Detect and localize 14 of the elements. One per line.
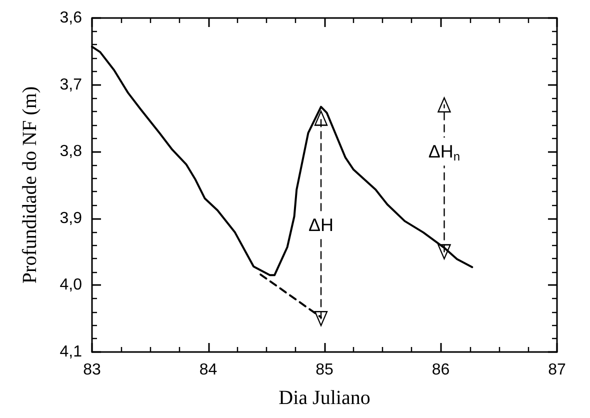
y-tick-label: 3,8 (60, 143, 82, 160)
x-tick-label: 87 (548, 362, 566, 378)
y-tick-label: 4,0 (60, 276, 82, 294)
y-tick-label: 4,1 (60, 344, 82, 360)
annotation: ΔH (308, 215, 334, 236)
x-axis-title: Dia Juliano (278, 387, 370, 409)
y-tick-label: 3,6 (60, 10, 82, 26)
x-tick-label: 85 (316, 362, 334, 378)
x-tick-label: 83 (83, 362, 101, 378)
y-axis-title: Profundidade do NF (m) (19, 86, 41, 284)
x-tick-label: 84 (199, 362, 218, 378)
y-tick-label: 3,9 (60, 210, 82, 227)
x-tick-label: 86 (432, 362, 450, 378)
y-tick-label: 3,7 (60, 76, 82, 94)
